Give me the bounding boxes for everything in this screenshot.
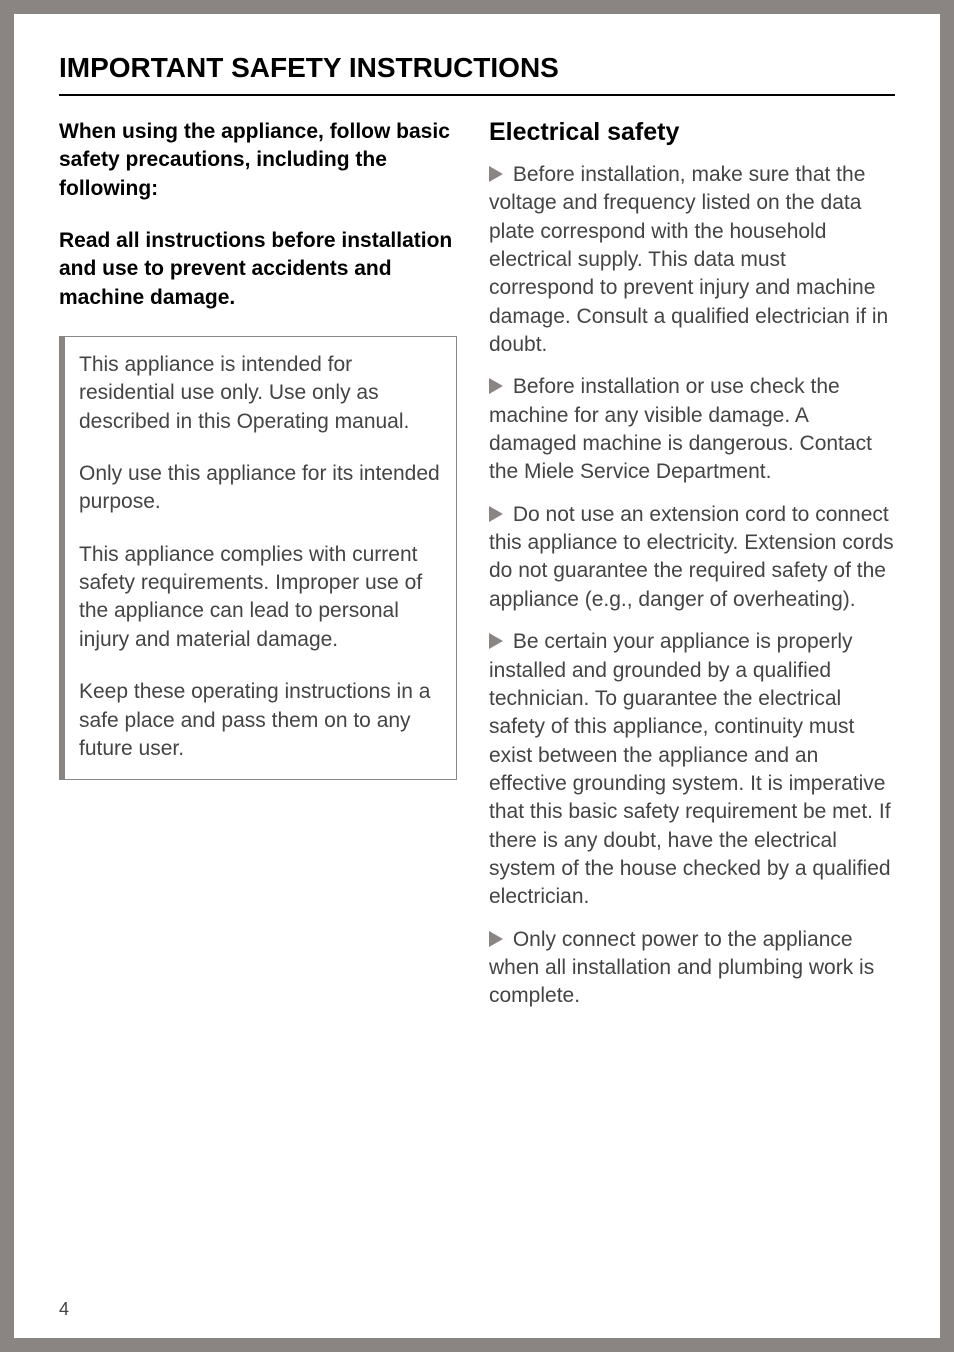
- triangle-bullet-icon: [489, 506, 503, 522]
- triangle-bullet-icon: [489, 931, 503, 947]
- bullet-text: Be certain your appliance is properly in…: [489, 630, 891, 908]
- bullet-text: Do not use an extension cord to connect …: [489, 503, 894, 611]
- section-heading: Electrical safety: [489, 118, 895, 147]
- box-paragraph-4: Keep these operating instructions in a s…: [79, 678, 444, 763]
- bullet-text: Only connect power to the appliance when…: [489, 928, 874, 1008]
- right-column: Electrical safety Before installation, m…: [489, 118, 895, 1025]
- page-number: 4: [59, 1299, 69, 1320]
- bullet-text: Before installation, make sure that the …: [489, 163, 888, 356]
- content-columns: When using the appliance, follow basic s…: [59, 118, 895, 1025]
- bullet-item-5: Only connect power to the appliance when…: [489, 926, 895, 1011]
- box-paragraph-1: This appliance is intended for residenti…: [79, 351, 444, 436]
- document-page: IMPORTANT SAFETY INSTRUCTIONS When using…: [14, 14, 940, 1338]
- triangle-bullet-icon: [489, 166, 503, 182]
- bullet-item-4: Be certain your appliance is properly in…: [489, 628, 895, 911]
- intro-paragraph-1: When using the appliance, follow basic s…: [59, 118, 457, 203]
- triangle-bullet-icon: [489, 378, 503, 394]
- bullet-text: Before installation or use check the mac…: [489, 375, 872, 483]
- left-column: When using the appliance, follow basic s…: [59, 118, 457, 1025]
- triangle-bullet-icon: [489, 633, 503, 649]
- box-paragraph-3: This appliance complies with current saf…: [79, 541, 444, 654]
- notice-box: This appliance is intended for residenti…: [59, 336, 457, 780]
- bullet-item-1: Before installation, make sure that the …: [489, 161, 895, 359]
- intro-paragraph-2: Read all instructions before installatio…: [59, 227, 457, 312]
- page-title: IMPORTANT SAFETY INSTRUCTIONS: [59, 52, 895, 96]
- box-paragraph-2: Only use this appliance for its intended…: [79, 460, 444, 517]
- bullet-item-3: Do not use an extension cord to connect …: [489, 501, 895, 614]
- bullet-item-2: Before installation or use check the mac…: [489, 373, 895, 486]
